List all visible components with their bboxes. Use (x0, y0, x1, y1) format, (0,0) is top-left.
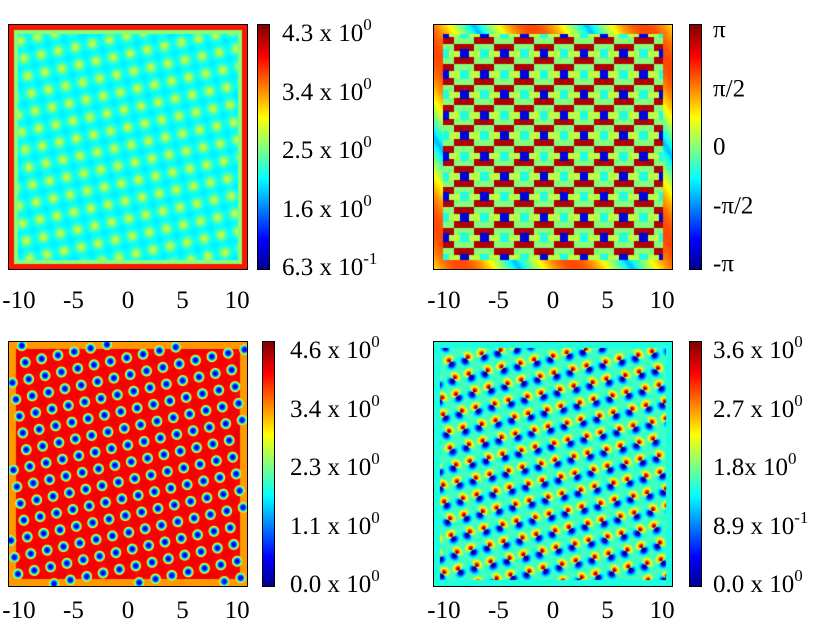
colorbar-tick-mantissa: 4.6 x 10 (290, 337, 372, 365)
x-tick-label: 5 (601, 597, 614, 624)
x-tick-label: 5 (176, 597, 189, 624)
colorbar-tick-exponent: 0 (371, 448, 380, 468)
colorbar-tick-mantissa: 6.3 x 10 (282, 254, 364, 282)
heatmap-canvas (434, 25, 672, 269)
x-tick-label: -5 (63, 287, 84, 314)
colorbar-tick-label: 3.4 x 100 (290, 389, 380, 421)
heatmap-plot (433, 24, 673, 270)
x-tick-label: -10 (2, 287, 36, 314)
colorbar-tick-exponent: -1 (363, 248, 378, 268)
x-tick-label: 0 (546, 597, 560, 624)
colorbar-tick-label: π (713, 18, 726, 43)
colorbar-tick-label: 2.3 x 100 (290, 448, 380, 480)
heatmap-plot (8, 24, 248, 270)
colorbar-tick-mantissa: 2.5 x 10 (282, 137, 364, 165)
x-tick-label: 5 (601, 287, 614, 314)
colorbar-tick-label: 4.6 x 100 (290, 331, 380, 363)
colorbar-tick-mantissa: 3.4 x 10 (282, 78, 364, 106)
colorbar-tick-label: 1.1 x 100 (290, 506, 380, 538)
colorbar-tick-exponent: 0 (363, 14, 372, 34)
colorbar-tick-label: 8.9 x 10-1 (713, 506, 808, 538)
colorbar (257, 24, 270, 270)
colorbar-tick-mantissa: 1.8x 10 (713, 454, 788, 482)
colorbar-tick-mantissa: π/2 (713, 75, 746, 102)
colorbar-tick-exponent: 0 (371, 565, 380, 585)
colorbar-tick-exponent: 0 (363, 131, 372, 151)
colorbar-tick-exponent: 0 (794, 331, 803, 351)
colorbar-tick-label: -π (713, 252, 734, 277)
x-tick-label: 0 (121, 287, 135, 314)
colorbar (689, 341, 702, 587)
colorbar-tick-mantissa: 4.3 x 10 (282, 20, 364, 48)
x-tick-label: -5 (488, 287, 509, 314)
heatmap-canvas (9, 342, 247, 586)
colorbar-tick-label: 0 (713, 135, 726, 160)
colorbar-tick-mantissa: 0 (713, 133, 726, 161)
heatmap-canvas (434, 342, 672, 586)
x-tick-label: 10 (224, 597, 250, 624)
colorbar-tick-mantissa: π (713, 16, 726, 44)
colorbar (262, 341, 275, 587)
x-tick-label: 5 (176, 287, 189, 314)
x-tick-label: 10 (224, 287, 250, 314)
x-tick-label: -10 (427, 597, 461, 624)
colorbar-tick-mantissa: 3.6 x 10 (713, 337, 795, 365)
colorbar-tick-mantissa: 1.6 x 10 (282, 195, 364, 223)
colorbar-tick-exponent: 0 (371, 331, 380, 351)
heatmap-plot (8, 341, 248, 587)
colorbar-tick-mantissa: 0.0 x 10 (290, 571, 372, 599)
colorbar-tick-mantissa: 8.9 x 10 (713, 512, 795, 540)
colorbar-tick-label: 1.8x 100 (713, 448, 797, 480)
colorbar-tick-label: 2.7 x 100 (713, 389, 803, 421)
colorbar-tick-label: 0.0 x 100 (713, 565, 803, 597)
colorbar-tick-exponent: 0 (363, 73, 372, 93)
colorbar-tick-label: 3.4 x 100 (282, 72, 372, 104)
x-tick-label: -10 (427, 287, 461, 314)
colorbar-tick-label: -π/2 (713, 193, 753, 218)
colorbar-tick-mantissa: 3.4 x 10 (290, 395, 372, 423)
colorbar-tick-exponent: 0 (371, 507, 380, 527)
colorbar-tick-exponent: 0 (794, 390, 803, 410)
colorbar-tick-mantissa: 2.3 x 10 (290, 454, 372, 482)
colorbar-tick-mantissa: -π/2 (713, 192, 754, 219)
x-tick-label: 10 (649, 597, 675, 624)
colorbar-tick-label: 3.6 x 100 (713, 331, 803, 363)
colorbar-tick-mantissa: 0.0 x 10 (713, 571, 795, 599)
x-tick-label: 10 (649, 287, 675, 314)
x-tick-label: -5 (63, 597, 84, 624)
colorbar-tick-label: 2.5 x 100 (282, 131, 372, 163)
colorbar-tick-mantissa: 2.7 x 10 (713, 395, 795, 423)
colorbar-tick-label: 4.3 x 100 (282, 14, 372, 46)
colorbar-tick-mantissa: 1.1 x 10 (290, 512, 372, 540)
colorbar (689, 24, 702, 270)
colorbar-tick-label: 1.6 x 100 (282, 189, 372, 221)
x-tick-label: 0 (546, 287, 560, 314)
colorbar-tick-exponent: -1 (794, 507, 809, 527)
colorbar-tick-exponent: 0 (363, 190, 372, 210)
colorbar-tick-label: 6.3 x 10-1 (282, 248, 377, 280)
x-tick-label: -5 (488, 597, 509, 624)
colorbar-tick-exponent: 0 (371, 390, 380, 410)
heatmap-plot (433, 341, 673, 587)
heatmap-canvas (9, 25, 247, 269)
colorbar-tick-label: 0.0 x 100 (290, 565, 380, 597)
x-tick-label: -10 (2, 597, 36, 624)
colorbar-tick-exponent: 0 (794, 565, 803, 585)
x-tick-label: 0 (121, 597, 135, 624)
colorbar-tick-label: π/2 (713, 76, 745, 101)
colorbar-tick-exponent: 0 (788, 448, 797, 468)
colorbar-tick-mantissa: -π (713, 250, 734, 278)
